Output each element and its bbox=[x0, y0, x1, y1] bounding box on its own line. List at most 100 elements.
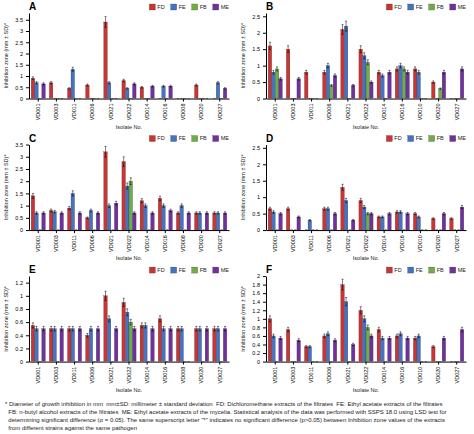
x-axis: VD001VD003VD011VD006VD021VD022VD014VD016… bbox=[267, 230, 467, 252]
bar bbox=[165, 361, 169, 362]
x-tick: VD003 bbox=[53, 230, 59, 252]
x-tick: VD008 bbox=[180, 230, 186, 252]
bar bbox=[457, 230, 461, 231]
error-bar bbox=[184, 361, 186, 362]
error-bar bbox=[177, 326, 179, 331]
bar bbox=[272, 72, 276, 98]
legend-item: FD bbox=[386, 135, 401, 141]
bar-series bbox=[35, 69, 220, 98]
bar bbox=[158, 198, 162, 230]
bar bbox=[432, 347, 436, 362]
y-tick-label: 1.5 bbox=[252, 46, 260, 52]
y-tick-mark bbox=[26, 169, 29, 170]
bar bbox=[453, 361, 457, 362]
bar bbox=[75, 98, 79, 99]
error-bar bbox=[57, 230, 59, 231]
y-tick-label: 0.8 bbox=[252, 325, 260, 331]
x-tick-label: VD027 bbox=[454, 235, 460, 252]
bar bbox=[344, 26, 348, 98]
error-bar bbox=[312, 361, 314, 362]
y-tick-mark bbox=[26, 157, 29, 158]
x-tick-mark bbox=[420, 362, 421, 365]
y-axis: 00.20.40.60.811.21.41.61.82 bbox=[252, 273, 266, 365]
y-tick-label: 2.5 bbox=[15, 40, 23, 46]
error-bar bbox=[43, 83, 45, 85]
x-tick: VD021 bbox=[345, 362, 351, 384]
bar bbox=[424, 98, 428, 99]
legend-label: ME bbox=[221, 267, 230, 273]
bar bbox=[114, 329, 118, 362]
error-bar bbox=[61, 326, 63, 331]
bar bbox=[330, 230, 334, 231]
x-tick-label: VD011 bbox=[308, 104, 314, 120]
plot-area bbox=[268, 279, 464, 361]
y-tick-mark bbox=[26, 335, 29, 336]
x-tick-mark bbox=[293, 230, 294, 233]
x-tick: VD001 bbox=[35, 99, 41, 121]
error-bar bbox=[312, 230, 314, 231]
bar bbox=[304, 347, 308, 362]
bar bbox=[49, 83, 53, 99]
x-tick-label: VD001 bbox=[35, 367, 41, 384]
bar bbox=[144, 98, 148, 99]
error-bar bbox=[144, 204, 146, 207]
x-tick-mark bbox=[420, 230, 421, 233]
bar bbox=[96, 213, 100, 230]
bar bbox=[268, 209, 272, 230]
error-bar bbox=[166, 361, 168, 362]
bar-series bbox=[268, 285, 435, 362]
x-tick-label: VD014 bbox=[144, 104, 150, 121]
x-tick-label: VD011 bbox=[308, 235, 314, 251]
y-axis-line bbox=[29, 277, 30, 363]
y-tick: 0.8 bbox=[252, 325, 266, 331]
x-tick: VD014 bbox=[144, 230, 150, 252]
bar bbox=[286, 209, 290, 230]
y-tick-mark bbox=[263, 230, 266, 231]
x-axis-title: Isolate No. bbox=[353, 255, 380, 261]
x-tick-label: VD022 bbox=[363, 367, 369, 384]
bar bbox=[56, 230, 60, 231]
error-bar bbox=[195, 212, 197, 214]
bar bbox=[202, 98, 206, 99]
x-tick-mark bbox=[110, 230, 111, 233]
x-tick-mark bbox=[201, 230, 202, 233]
bar bbox=[384, 98, 388, 99]
error-bar bbox=[403, 361, 405, 362]
bar bbox=[111, 361, 115, 362]
bar-series bbox=[272, 26, 421, 98]
x-tick-label: VD022 bbox=[126, 104, 132, 121]
plot-area bbox=[268, 21, 464, 98]
error-bar bbox=[217, 212, 219, 214]
error-bar bbox=[269, 316, 271, 322]
bar bbox=[323, 209, 327, 230]
bar-series bbox=[268, 187, 453, 230]
x-tick-label: VD006 bbox=[326, 104, 332, 121]
y-tick-mark bbox=[26, 206, 29, 207]
legend-label: FE bbox=[416, 135, 423, 141]
legend-label: FD bbox=[157, 267, 164, 273]
bar bbox=[366, 62, 370, 98]
bar-series bbox=[129, 181, 133, 230]
error-bar bbox=[126, 183, 128, 189]
bar bbox=[42, 84, 46, 99]
error-bar bbox=[450, 218, 452, 220]
error-bars bbox=[43, 83, 227, 99]
error-bar bbox=[68, 207, 70, 210]
error-bars bbox=[280, 67, 464, 99]
bar-series bbox=[366, 327, 370, 361]
error-bar bbox=[432, 218, 434, 220]
bar bbox=[176, 213, 180, 230]
error-bar bbox=[421, 361, 423, 362]
y-tick-label: 0 bbox=[257, 96, 260, 102]
y-tick: 2 bbox=[20, 178, 29, 184]
bar bbox=[104, 152, 108, 230]
bar bbox=[183, 361, 187, 362]
bar bbox=[359, 200, 363, 230]
error-bar bbox=[104, 17, 106, 28]
error-bar bbox=[378, 327, 380, 331]
bar bbox=[359, 49, 363, 98]
legend-label: ME bbox=[458, 267, 467, 273]
x-tick: VD014 bbox=[381, 99, 387, 121]
chart-root: * Diameter of growth inhibition in mm mm… bbox=[0, 0, 474, 434]
y-tick: 3 bbox=[20, 154, 29, 160]
